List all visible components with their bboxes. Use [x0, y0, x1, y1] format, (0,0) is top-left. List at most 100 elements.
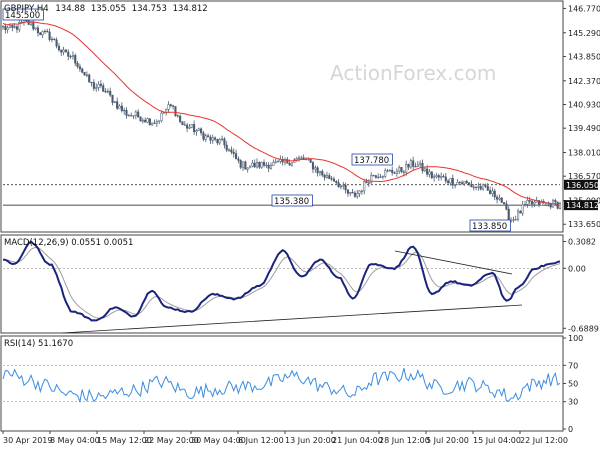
price-candle-body: [197, 128, 200, 131]
price-candle-body: [99, 83, 102, 86]
price-y-tick-label: 136.570: [568, 172, 600, 181]
price-candle-body: [442, 176, 445, 178]
price-candle-body: [181, 121, 184, 126]
price-annotation-box: [469, 219, 511, 232]
price-candle-body: [484, 184, 487, 187]
price-candle-body: [216, 139, 219, 144]
price-annotation-box: [2, 8, 44, 21]
price-candle-body: [25, 20, 28, 22]
price-candle-body: [81, 68, 84, 73]
price-y-axis: 146.770 145.290 143.850 142.370 140.930 139.4…: [563, 4, 600, 229]
price-candle-body: [349, 192, 352, 194]
price-candle-body: [153, 122, 156, 124]
price-candle-body: [456, 181, 459, 186]
price-candle-body: [498, 197, 501, 200]
price-annotations: 145.500 137.780 135.380 133.850: [2, 8, 511, 232]
price-candle-body: [286, 159, 289, 164]
price-candle-body: [158, 120, 161, 122]
x-tick-label: 22 May 20:00: [144, 436, 199, 445]
rsi-y-tick-label: 30: [568, 398, 578, 407]
price-candle-body: [316, 167, 319, 174]
rsi-y-tick-label: 70: [568, 361, 578, 370]
price-candle-body: [428, 171, 431, 175]
price-y-tick-label: 142.370: [568, 77, 600, 86]
price-candle-body: [148, 118, 151, 126]
price-candle-body: [500, 197, 503, 203]
price-candle-body: [228, 149, 231, 151]
price-candle-body: [60, 49, 63, 53]
price-candle-body: [398, 167, 401, 172]
price-candle-body: [407, 164, 410, 168]
rsi-line: [2, 367, 561, 404]
price-candle-body: [125, 110, 128, 116]
price-candle-body: [237, 158, 240, 161]
price-candle-body: [32, 21, 35, 30]
price-candle-body: [402, 171, 405, 173]
price-candle-body: [374, 175, 377, 178]
price-candle-body: [76, 62, 79, 67]
price-candle-body: [248, 165, 252, 169]
price-candle-body: [221, 138, 224, 140]
rsi-y-tick-label: 50: [568, 380, 578, 389]
price-candle-body: [505, 203, 508, 210]
macd-y-tick-label: -0.6889: [568, 324, 599, 333]
price-candle-body: [370, 175, 373, 183]
price-candle-body: [276, 161, 280, 163]
price-candle-body: [71, 55, 74, 58]
price-candle-body: [412, 160, 415, 167]
price-candle-body: [241, 161, 245, 168]
price-candle-body: [214, 137, 217, 140]
price-candle-body: [423, 168, 426, 172]
price-candle-body: [556, 201, 559, 209]
price-ohlc-open: 134.88: [55, 4, 85, 14]
price-candle-body: [69, 56, 72, 58]
price-candle-body: [190, 124, 193, 128]
price-candle-body: [468, 182, 471, 185]
price-candle-body: [251, 162, 254, 167]
macd-y-tick-label: 0.3082: [568, 238, 596, 247]
price-candle-body: [426, 168, 429, 175]
x-tick-label: 30 May 04:00: [191, 436, 246, 445]
price-candle-body: [179, 115, 182, 122]
price-candle-body: [88, 74, 91, 83]
price-candle-body: [458, 181, 461, 184]
price-candle-body: [235, 153, 238, 160]
price-candle-body: [416, 164, 419, 167]
price-candle-body: [130, 115, 133, 117]
price-candle-body: [332, 178, 335, 182]
price-candle-body: [97, 83, 100, 88]
price-candle-body: [405, 164, 408, 173]
rsi-y-tick-label: 0: [568, 425, 573, 434]
price-annotation-box: [351, 153, 393, 166]
rsi-panel-frame: [0, 335, 564, 432]
price-candle-body: [62, 49, 65, 53]
price-candle-body: [95, 87, 98, 89]
price-candle-body: [262, 162, 266, 166]
price-candle-body: [272, 162, 275, 166]
price-candle-body: [139, 116, 142, 122]
price-candle-body: [232, 151, 235, 154]
price-candle-body: [41, 31, 44, 36]
price-candle-body: [461, 182, 464, 184]
price-y-tick-label: 145.290: [568, 29, 600, 38]
price-candle-body: [393, 172, 396, 174]
price-panel-title: GBPJPY,H4 134.88 135.055 134.753 134.812: [4, 4, 208, 14]
price-candle-body: [29, 21, 33, 25]
price-candle-body: [230, 149, 233, 153]
price-candle-body: [353, 192, 356, 197]
price-candle-body: [160, 112, 163, 122]
price-level-value: 136.050: [566, 181, 599, 190]
price-candle-body: [155, 121, 158, 124]
price-y-tick-label: 143.850: [568, 52, 600, 61]
price-candle-body: [151, 122, 154, 126]
price-candle-body: [482, 184, 485, 190]
price-candle-body: [409, 160, 412, 168]
price-candle-body: [379, 176, 382, 178]
price-candle-body: [207, 135, 210, 138]
x-tick-label: 22 Jul 12:00: [520, 436, 568, 445]
price-candle-body: [358, 190, 361, 194]
price-candle-body: [526, 200, 529, 205]
price-candle-body: [260, 162, 263, 168]
price-candle-body: [39, 32, 42, 36]
macd-y-axis: 0.3082 0.00 -0.6889: [563, 238, 599, 333]
